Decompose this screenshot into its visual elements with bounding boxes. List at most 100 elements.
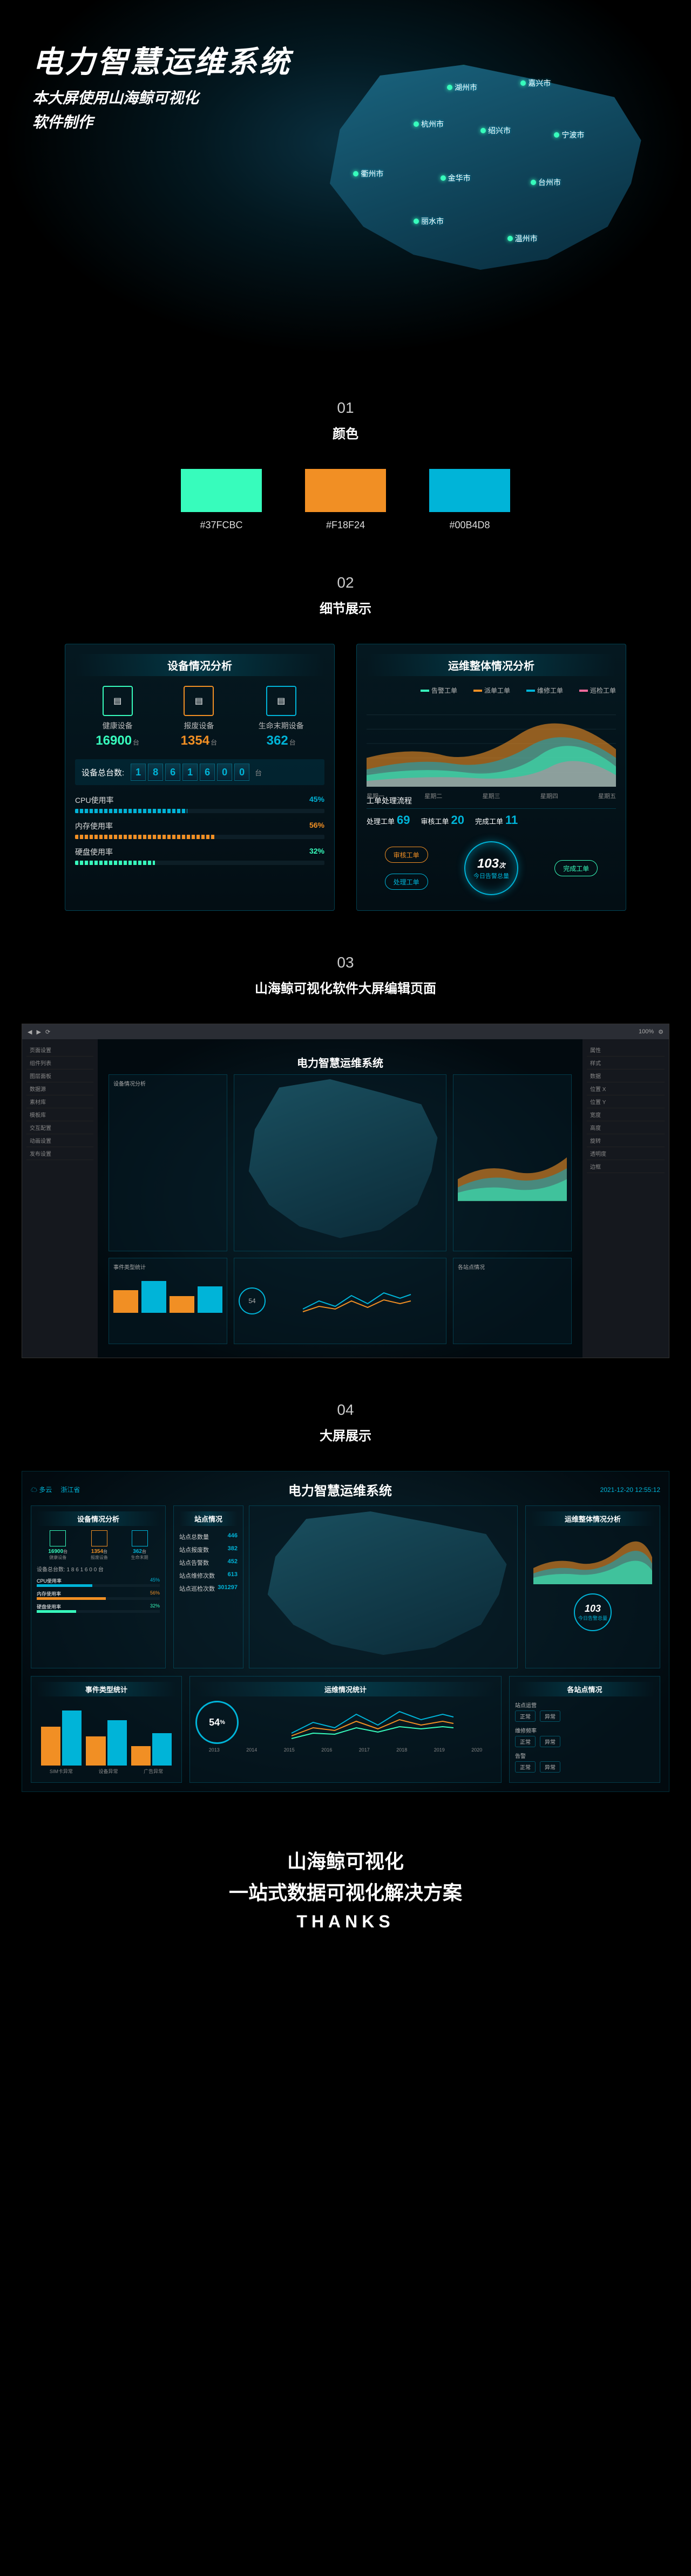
map-city-label: 台州市 [531,177,561,188]
color-swatch: #00B4D8 [429,469,510,531]
editor-left-sidebar[interactable]: 页面设置组件列表图层面板数据源素材库模板库交互配置动画设置发布设置 [22,1039,98,1358]
section-03-title: 山海鲸可视化软件大屏编辑页面 [0,978,691,997]
panel-title: 设备情况分析 [75,654,324,676]
flow-node: 审核工单 [385,847,428,863]
device-stat: ▤报废设备1354台 [181,686,217,748]
legend-item: 维修工单 [526,686,563,695]
dash-datetime: 2021-12-20 12:55:12 [600,1486,660,1494]
device-total: 设备总台数: 1861600 台 [75,759,324,785]
map-city-label: 丽水市 [414,216,444,227]
section-02-title: 细节展示 [0,598,691,617]
sidebar-item[interactable]: 图层面板 [26,1069,93,1082]
section-01-num: 01 [0,399,691,417]
map-city-label: 杭州市 [414,119,444,130]
map-city-label: 温州市 [507,233,538,244]
editor-right-sidebar[interactable]: 属性样式数据位置 X位置 Y宽度高度旋转透明度边框 [582,1039,669,1358]
device-icon: ▤ [266,686,296,716]
map-city-label: 衢州市 [353,168,383,179]
sidebar-item[interactable]: 发布设置 [26,1147,93,1160]
map-city-label: 嘉兴市 [520,78,551,88]
digit: 1 [131,764,146,781]
sidebar-item[interactable]: 动画设置 [26,1134,93,1147]
editor-canvas[interactable]: 电力智慧运维系统 设备情况分析 事件类型统计 [98,1039,582,1358]
hero-section: 电力智慧运维系统 本大屏使用山海鲸可视化 软件制作 湖州市 嘉兴市杭州市绍兴市 宁波… [0,0,691,356]
map-city-label: 金华市 [441,173,471,183]
dash-ops-panel: 运维整体情况分析 103 今日告警总量 [525,1505,660,1668]
footer: 山海鲸可视化 一站式数据可视化解决方案 THANKS [0,1846,691,1936]
property-item[interactable]: 属性 [587,1044,665,1057]
full-dashboard: ☁ 多云 浙江省 电力智慧运维系统 2021-12-20 12:55:12 设备… [22,1471,669,1792]
property-item[interactable]: 位置 Y [587,1095,665,1108]
workorder-stat: 处理工单69 [367,813,410,827]
area-chart: 星期一星期二星期三星期四星期五 [367,700,616,787]
dash-device-panel: 设备情况分析 16900台健康设备1354台报废设备362台生命末期 设备总台数… [31,1505,166,1668]
mini-map-panel[interactable] [234,1074,446,1251]
device-icon: ▤ [184,686,214,716]
section-01-title: 颜色 [0,423,691,442]
property-item[interactable]: 透明度 [587,1147,665,1160]
dash-event-panel: 事件类型统计 SIM卡异常设备异常广告异常 [31,1676,182,1783]
property-item[interactable]: 高度 [587,1121,665,1134]
editor-screenshot: ◀▶⟳100%⚙ 页面设置组件列表图层面板数据源素材库模板库交互配置动画设置发布… [22,1024,669,1358]
section-02-num: 02 [0,574,691,591]
digit: 0 [234,764,249,781]
stat-row: 站点告警数452 [179,1556,238,1569]
sidebar-item[interactable]: 数据源 [26,1082,93,1095]
dash-opsstat-panel: 运维情况统计 54% 20132014201520162017201820192… [189,1676,502,1783]
editor-toolbar: ◀▶⟳100%⚙ [22,1024,669,1039]
sidebar-item[interactable]: 页面设置 [26,1044,93,1057]
color-swatch: #F18F24 [305,469,386,531]
hero-map: 湖州市 嘉兴市杭州市绍兴市 宁波市衢州市 金华市 台州市丽水市温州市 [313,65,648,281]
property-item[interactable]: 宽度 [587,1108,665,1121]
color-swatch: #37FCBC [181,469,262,531]
digit: 6 [165,764,180,781]
legend-item: 告警工单 [421,686,457,695]
dash-map-panel[interactable] [249,1505,518,1668]
property-item[interactable]: 位置 X [587,1082,665,1095]
device-icon: ▤ [103,686,133,716]
digit: 0 [217,764,232,781]
sidebar-item[interactable]: 组件列表 [26,1057,93,1069]
mini-panel[interactable] [453,1074,572,1251]
section-04-title: 大屏展示 [0,1425,691,1444]
property-item[interactable]: 数据 [587,1069,665,1082]
workorder-stat: 审核工单20 [421,813,465,827]
legend-item: 巡检工单 [579,686,616,695]
usage-metric: 内存使用率56% [75,821,324,839]
digit: 1 [182,764,198,781]
mini-panel[interactable]: 事件类型统计 [109,1258,227,1344]
map-city-label: 宁波市 [554,130,584,140]
flow-center: 103次 今日告警总量 [464,841,518,895]
sidebar-item[interactable]: 模板库 [26,1108,93,1121]
color-swatches: #37FCBC #F18F24 #00B4D8 [0,469,691,531]
section-03-num: 03 [0,954,691,971]
map-city-label: 湖州市 [447,82,477,93]
flow-node: 完成工单 [554,860,598,876]
dash-stats-panel: 站点情况 站点总数量446站点报废数382站点告警数452站点维修次数613站点… [173,1505,243,1668]
device-analysis-panel: 设备情况分析 ▤健康设备16900台▤报废设备1354台▤生命末期设备362台 … [65,644,335,911]
mini-panel[interactable]: 设备情况分析 [109,1074,227,1251]
stat-row: 站点报废数382 [179,1543,238,1556]
device-stat: ▤健康设备16900台 [96,686,139,748]
workorder-flow: 审核工单 处理工单 103次 今日告警总量 完成工单 [367,836,616,901]
stat-row: 站点维修次数613 [179,1569,238,1582]
usage-metric: CPU使用率45% [75,795,324,813]
digit: 8 [148,764,163,781]
detail-panels: 设备情况分析 ▤健康设备16900台▤报废设备1354台▤生命末期设备362台 … [0,644,691,911]
section-04-num: 04 [0,1401,691,1419]
panel-title: 运维整体情况分析 [367,654,616,676]
property-item[interactable]: 边框 [587,1160,665,1173]
mini-panel[interactable]: 54 [234,1258,446,1344]
sidebar-item[interactable]: 素材库 [26,1095,93,1108]
sidebar-item[interactable]: 交互配置 [26,1121,93,1134]
mini-panel[interactable]: 各站点情况 [453,1258,572,1344]
property-item[interactable]: 旋转 [587,1134,665,1147]
stat-row: 站点巡检次数301297 [179,1582,238,1595]
property-item[interactable]: 样式 [587,1057,665,1069]
hero-title: 电力智慧运维系统 [32,38,292,81]
workorder-stat: 完成工单11 [475,813,518,827]
map-city-label: 绍兴市 [480,125,511,136]
hero-subtitle: 本大屏使用山海鲸可视化 软件制作 [32,86,199,135]
usage-metric: 硬盘使用率32% [75,847,324,865]
dash-title: 电力智慧运维系统 [288,1480,392,1499]
